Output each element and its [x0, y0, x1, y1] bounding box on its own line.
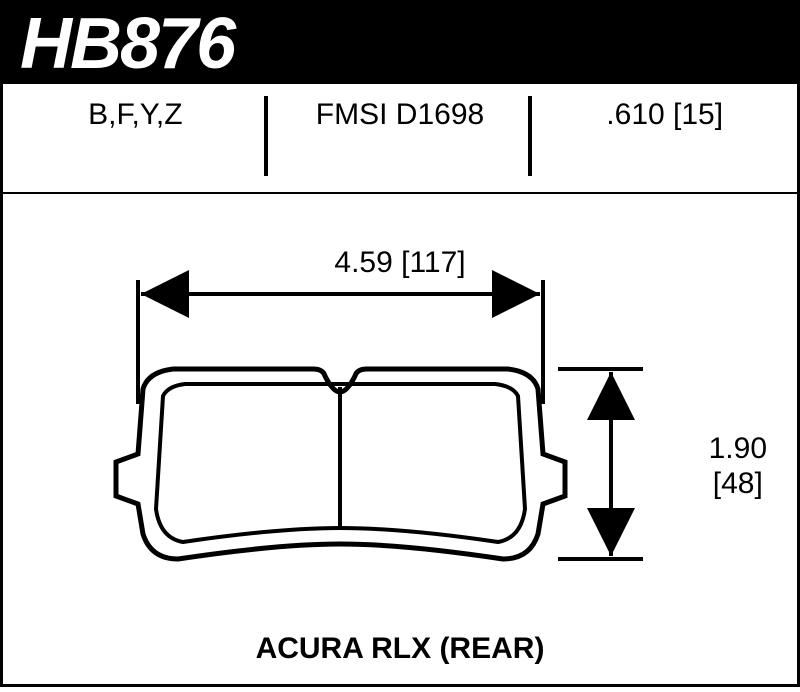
spec-thickness: .610 [15] [532, 84, 797, 192]
part-number: HB876 [20, 8, 780, 80]
thickness-value: .610 [15] [606, 98, 723, 192]
spec-fmsi: FMSI D1698 [268, 84, 533, 192]
product-name: ACURA RLX (REAR) [256, 632, 545, 666]
compounds-value: B,F,Y,Z [88, 98, 182, 192]
header-bar: HB876 [0, 0, 800, 84]
spec-row: B,F,Y,Z FMSI D1698 .610 [15] [3, 84, 797, 194]
fmsi-value: FMSI D1698 [316, 98, 484, 192]
content-frame: B,F,Y,Z FMSI D1698 .610 [15] 4.59 [117] … [0, 84, 800, 687]
spec-compounds: B,F,Y,Z [3, 84, 268, 192]
diagram-area: 4.59 [117] 1.90 [48] [3, 194, 797, 684]
brake-pad-diagram [3, 194, 797, 684]
